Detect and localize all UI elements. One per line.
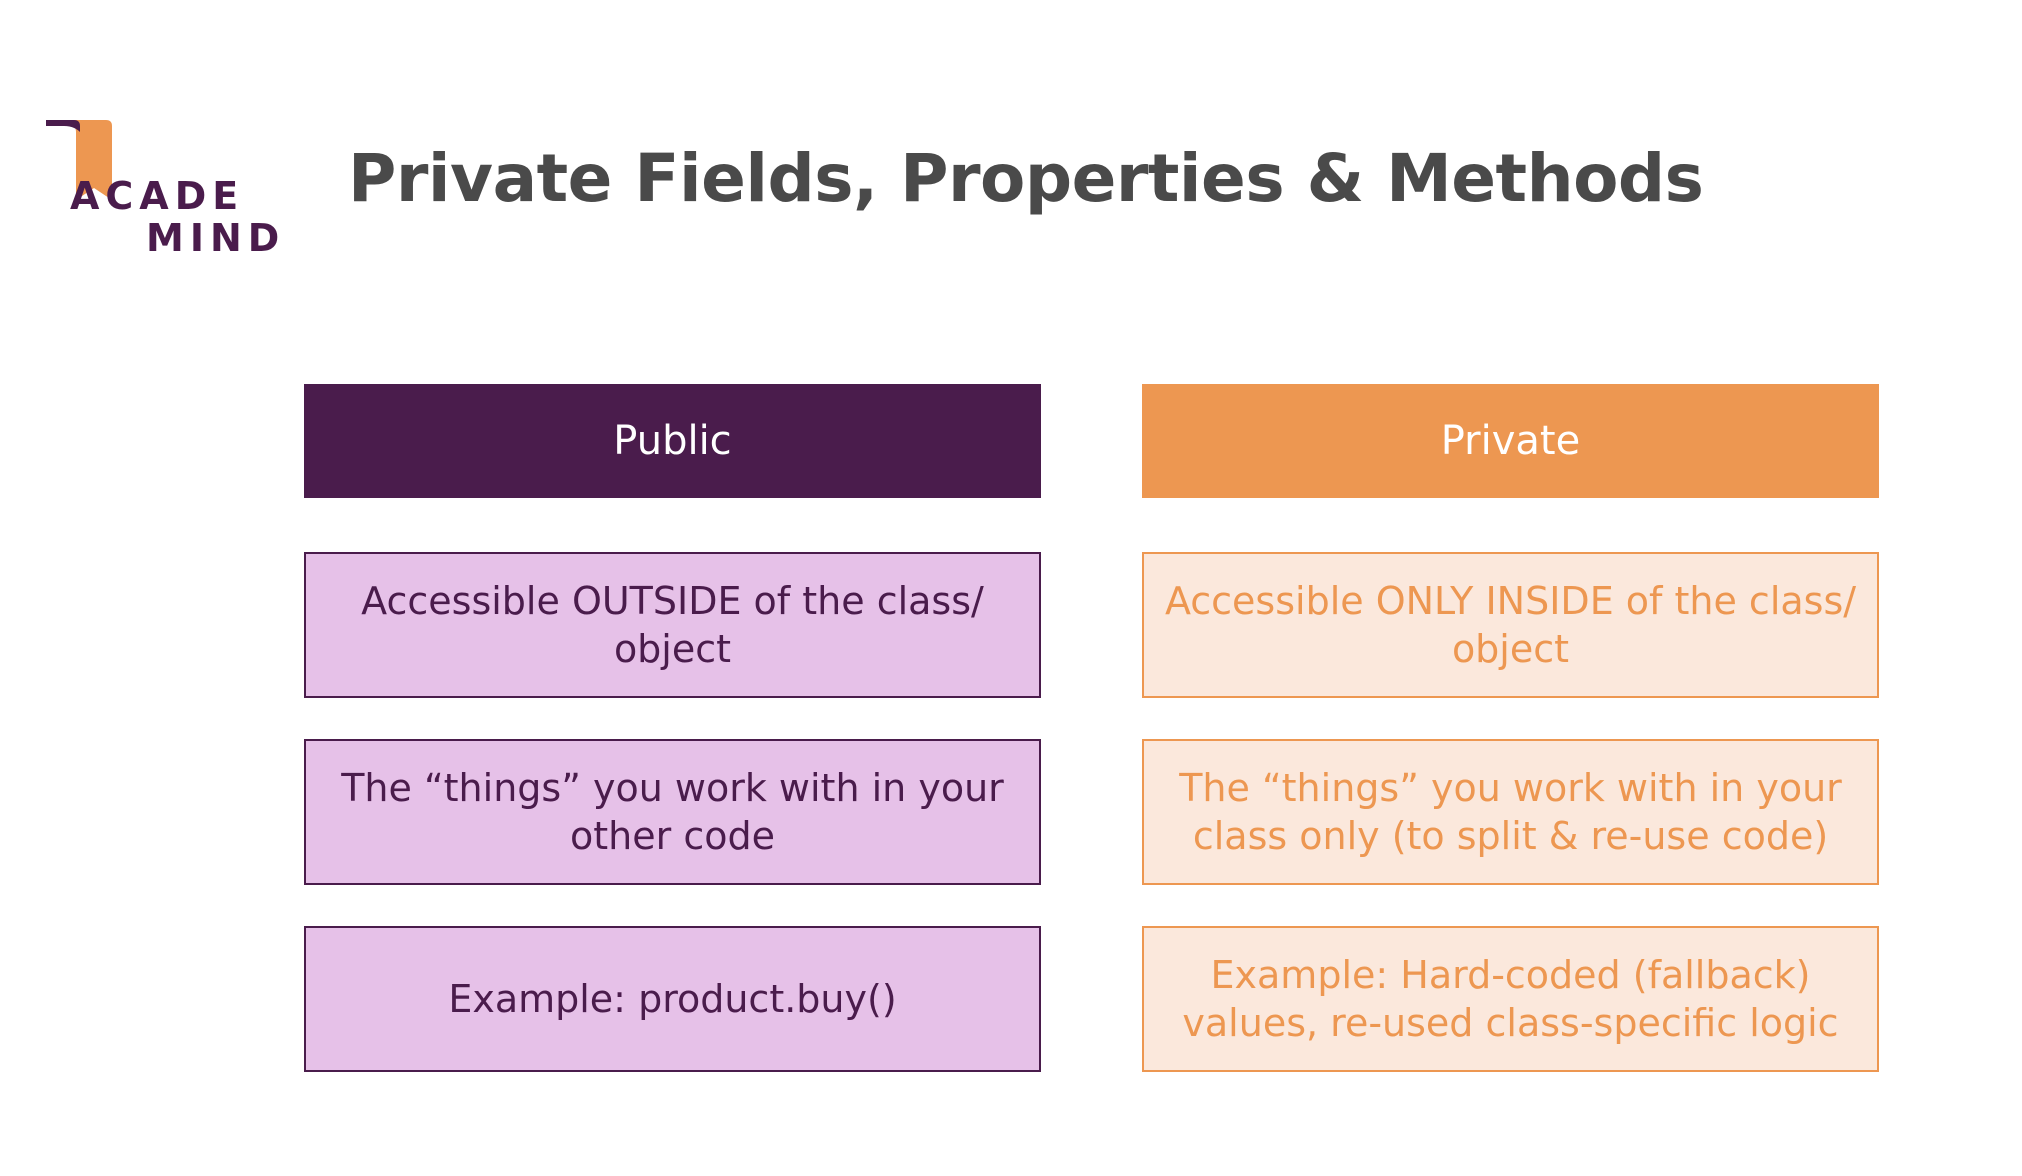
public-row-1: Accessible OUTSIDE of the class/ object [304, 552, 1041, 698]
public-column: Public Accessible OUTSIDE of the class/ … [304, 384, 1041, 1072]
private-header: Private [1142, 384, 1879, 498]
public-row-3: Example: product.buy() [304, 926, 1041, 1072]
private-column: Private Accessible ONLY INSIDE of the cl… [1142, 384, 1879, 1072]
private-row-2: The “things” you work with in your class… [1142, 739, 1879, 885]
bookmark-icon [46, 120, 112, 200]
logo-text-line2: MIND [146, 216, 286, 260]
public-row-2: The “things” you work with in your other… [304, 739, 1041, 885]
page-title: Private Fields, Properties & Methods [348, 140, 1704, 217]
private-row-3: Example: Hard-coded (fallback) values, r… [1142, 926, 1879, 1072]
public-header: Public [304, 384, 1041, 498]
academind-logo: ACADE MIND [44, 118, 279, 260]
logo-text-line1: ACADE [70, 174, 245, 218]
private-row-1: Accessible ONLY INSIDE of the class/ obj… [1142, 552, 1879, 698]
